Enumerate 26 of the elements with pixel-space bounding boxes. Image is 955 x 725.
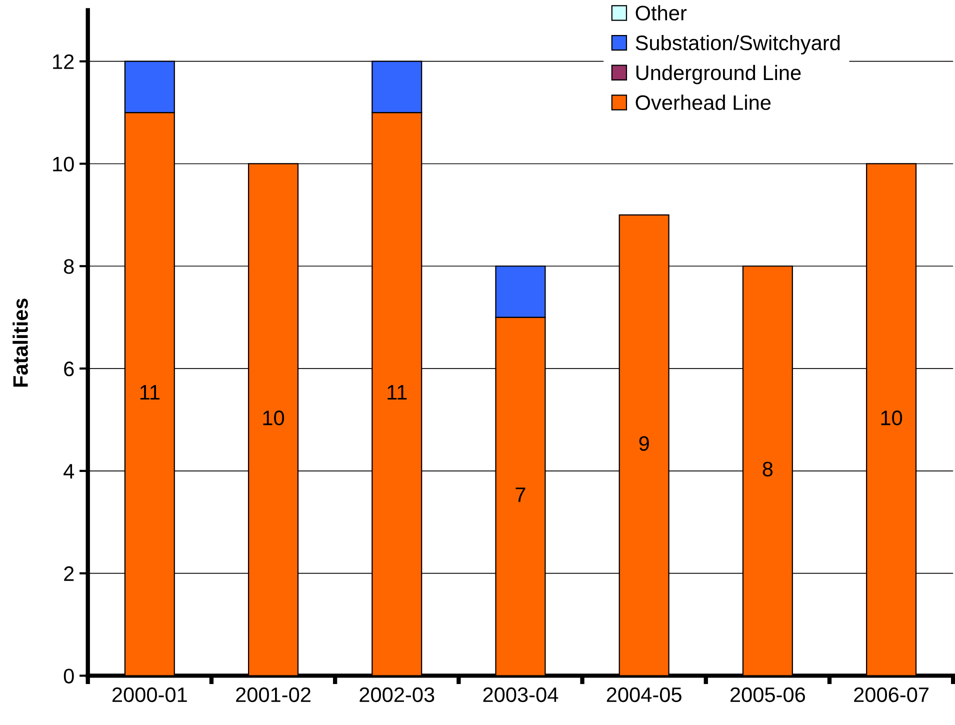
data-label: 7 bbox=[516, 488, 526, 502]
legend-label: Substation/Switchyard bbox=[636, 35, 840, 54]
y-tick-label: 4 bbox=[64, 464, 74, 478]
data-label: 10 bbox=[881, 410, 902, 426]
y-axis-title: Fatalities bbox=[12, 298, 28, 387]
data-label: 11 bbox=[140, 385, 160, 400]
y-tick-label: 8 bbox=[64, 259, 74, 274]
legend-label: Other bbox=[636, 5, 687, 20]
x-tick-label: 2001-02 bbox=[236, 687, 310, 702]
x-tick-label: 2003-04 bbox=[483, 687, 558, 702]
x-tick-label: 2006-07 bbox=[854, 687, 928, 702]
data-label: 9 bbox=[639, 436, 649, 451]
data-label: 8 bbox=[762, 462, 773, 477]
y-tick-label: 6 bbox=[64, 362, 74, 376]
x-tick-label: 2005-06 bbox=[730, 687, 805, 702]
y-tick-label: 2 bbox=[64, 566, 74, 581]
y-tick-label: 10 bbox=[53, 156, 74, 172]
x-tick-label: 2004-05 bbox=[606, 687, 682, 702]
y-tick-label: 12 bbox=[53, 54, 74, 69]
data-label: 10 bbox=[263, 410, 284, 426]
data-label: 11 bbox=[388, 385, 407, 400]
legend-label: Overhead Line bbox=[636, 94, 771, 110]
x-tick-label: 2000-01 bbox=[112, 687, 187, 702]
legend-label: Underground Line bbox=[636, 64, 801, 84]
x-tick-label: 2002-03 bbox=[360, 687, 434, 702]
y-tick-label: 0 bbox=[64, 668, 74, 684]
